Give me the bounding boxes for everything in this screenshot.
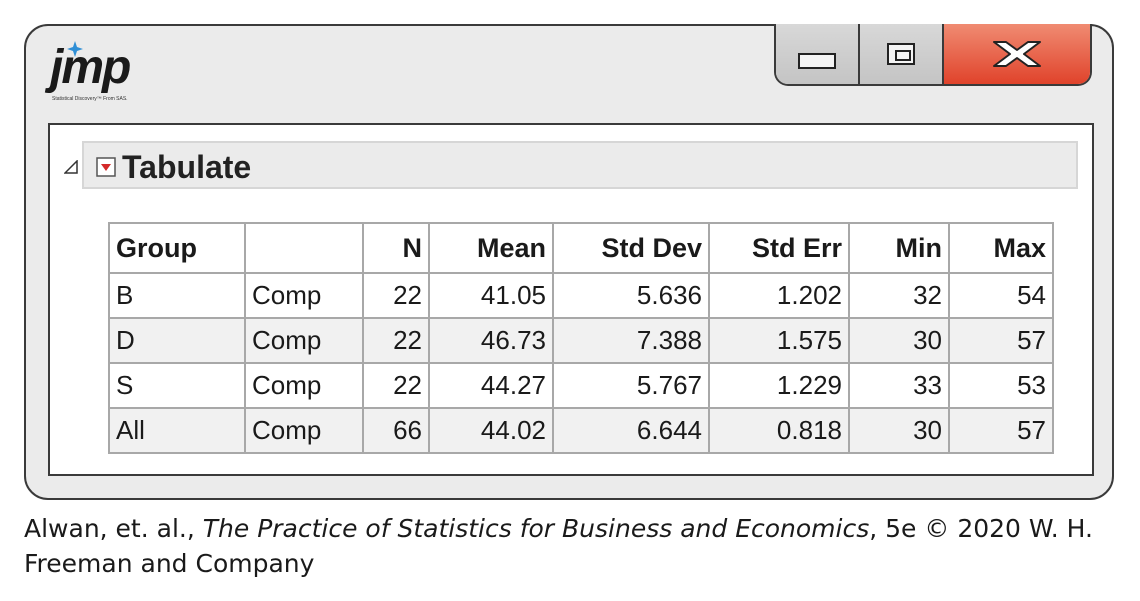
report-panel: Tabulate Group N Mean Std Dev Std Err Mi… [48,123,1094,476]
cell-group: All [108,407,246,454]
cell-mean: 44.02 [428,407,554,454]
cell-max: 54 [948,272,1054,319]
cell-group: B [108,272,246,319]
column-header-min: Min [848,222,950,274]
minimize-button[interactable] [776,24,860,84]
table-header-row: Group N Mean Std Dev Std Err Min Max [108,222,1054,274]
cell-std-err: 0.818 [708,407,850,454]
column-header-max: Max [948,222,1054,274]
cell-group: S [108,362,246,409]
column-header-blank [244,222,364,274]
close-icon [993,41,1041,67]
cell-std-err: 1.202 [708,272,850,319]
maximize-icon [887,43,915,65]
cell-min: 30 [848,407,950,454]
cell-max: 53 [948,362,1054,409]
maximize-button[interactable] [860,24,944,84]
tabulate-outline-header[interactable]: Tabulate [64,141,1078,189]
table-row: B Comp 22 41.05 5.636 1.202 32 54 [108,272,1054,319]
cell-n: 22 [362,272,430,319]
caption-book-title: The Practice of Statistics for Business … [202,514,870,543]
cell-statistic-label: Comp [244,362,364,409]
caption-prefix: Alwan, et. al., [24,514,203,543]
cell-min: 33 [848,362,950,409]
cell-min: 32 [848,272,950,319]
close-button[interactable] [944,24,1090,84]
cell-std-dev: 5.767 [552,362,710,409]
cell-mean: 44.27 [428,362,554,409]
cell-max: 57 [948,407,1054,454]
jmp-window: jmp Statistical Discovery™ From SAS. [24,24,1114,500]
cell-min: 30 [848,317,950,364]
cell-mean: 41.05 [428,272,554,319]
cell-n: 22 [362,362,430,409]
cell-std-dev: 7.388 [552,317,710,364]
cell-statistic-label: Comp [244,407,364,454]
cell-std-err: 1.575 [708,317,850,364]
minimize-icon [798,53,836,69]
cell-max: 57 [948,317,1054,364]
report-title: Tabulate [122,149,252,185]
caption-suffix: , 5e © 2020 W. H. Freeman and Company [24,514,1093,578]
cell-n: 66 [362,407,430,454]
logo-text: jmp [50,41,131,94]
column-header-std-err: Std Err [708,222,850,274]
disclosure-triangle-icon[interactable] [64,160,78,174]
cell-std-dev: 5.636 [552,272,710,319]
column-header-n: N [362,222,430,274]
tabulate-table: Group N Mean Std Dev Std Err Min Max B C… [108,222,1054,454]
table-row: D Comp 22 46.73 7.388 1.575 30 57 [108,317,1054,364]
column-header-group: Group [108,222,246,274]
cell-std-err: 1.229 [708,362,850,409]
cell-n: 22 [362,317,430,364]
table-row: S Comp 22 44.27 5.767 1.229 33 53 [108,362,1054,409]
table-row: All Comp 66 44.02 6.644 0.818 30 57 [108,407,1054,454]
column-header-std-dev: Std Dev [552,222,710,274]
cell-std-dev: 6.644 [552,407,710,454]
cell-mean: 46.73 [428,317,554,364]
source-caption: Alwan, et. al., The Practice of Statisti… [24,511,1124,581]
logo-tagline: Statistical Discovery™ From SAS. [52,96,128,102]
logo-star-icon [67,41,83,57]
red-triangle-menu-icon[interactable] [96,157,116,177]
window-controls [774,24,1092,86]
column-header-mean: Mean [428,222,554,274]
cell-group: D [108,317,246,364]
jmp-logo: jmp Statistical Discovery™ From SAS. [50,38,180,108]
cell-statistic-label: Comp [244,317,364,364]
cell-statistic-label: Comp [244,272,364,319]
